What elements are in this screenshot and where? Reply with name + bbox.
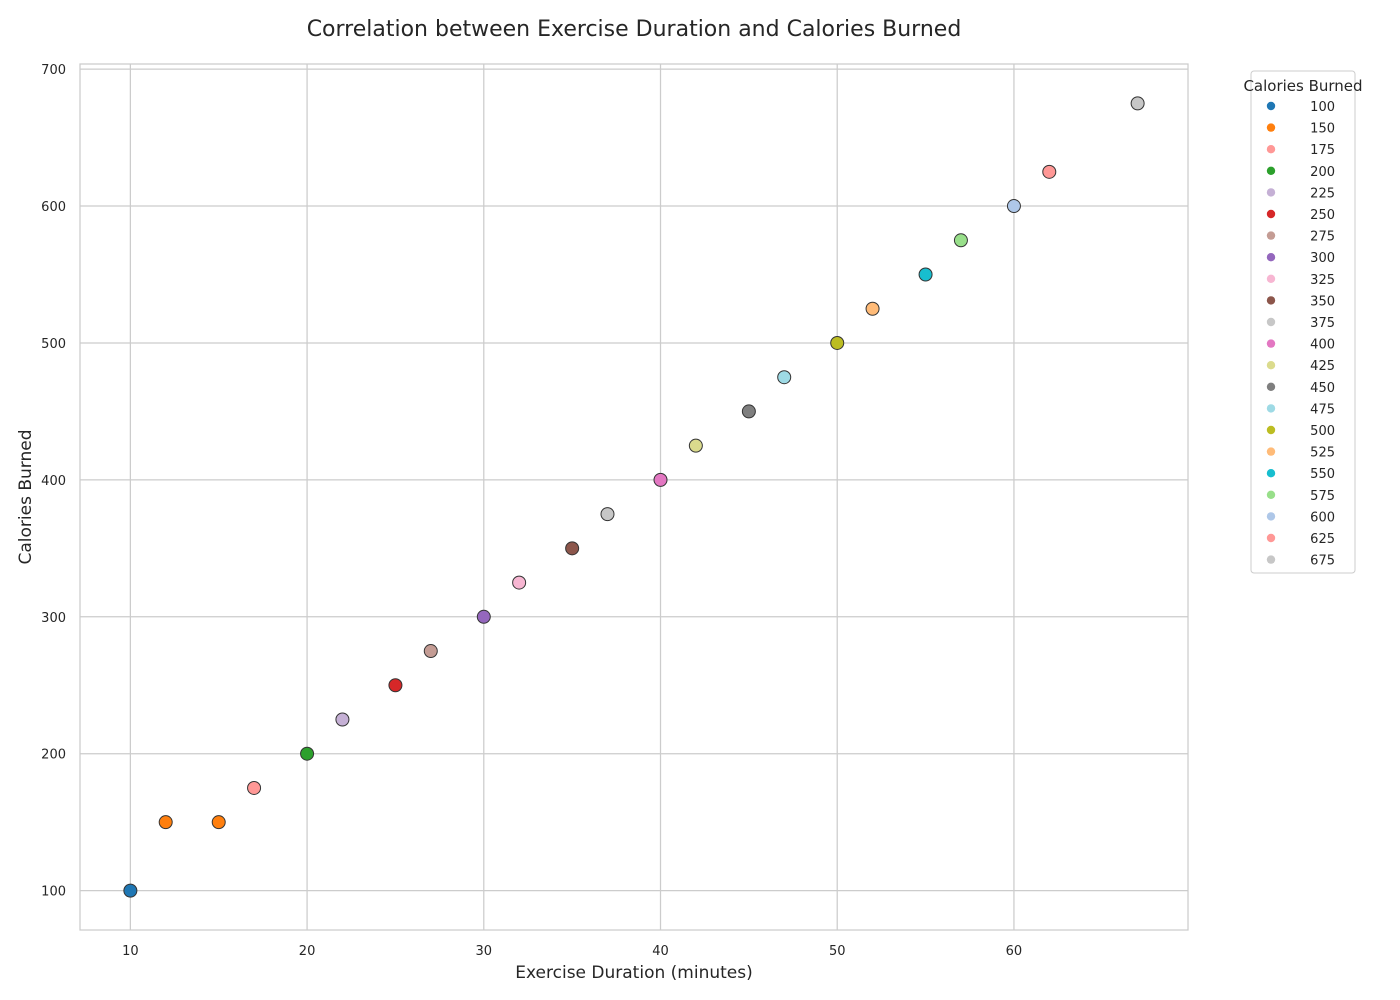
legend-label: 350: [1310, 294, 1335, 309]
legend-label: 475: [1310, 402, 1335, 417]
y-tick-label: 500: [41, 337, 66, 352]
x-tick-label: 50: [829, 944, 846, 959]
legend: Calories Burned 100 150 175 200 225 250 275 300…: [1243, 70, 1363, 574]
legend-marker: [1266, 490, 1276, 499]
legend-marker: [1266, 166, 1276, 175]
data-point: [512, 575, 527, 590]
y-tick-label: 700: [41, 63, 66, 78]
legend-label: 100: [1310, 100, 1335, 115]
legend-marker: [1266, 447, 1276, 456]
x-tick-label: 30: [476, 944, 493, 959]
data-point: [600, 507, 615, 522]
legend-marker: [1266, 123, 1276, 132]
legend-marker: [1266, 382, 1276, 391]
x-tick-label: 10: [122, 944, 139, 959]
legend-items: 100 150 175 200 225 250 275 300 325 350 375 400 425 4…: [1266, 100, 1335, 569]
data-point: [123, 883, 138, 898]
x-tick-labels: 10 20 30 40 50 60: [122, 944, 1022, 959]
data-point: [918, 267, 933, 282]
legend-marker: [1266, 209, 1276, 219]
data-point: [653, 472, 668, 487]
legend-marker: [1266, 317, 1276, 327]
data-point: [830, 335, 845, 350]
data-point: [565, 541, 580, 556]
x-tick-label: 60: [1006, 944, 1023, 959]
data-point: [865, 301, 880, 316]
legend-label: 375: [1310, 316, 1335, 331]
legend-label: 525: [1310, 446, 1335, 461]
legend-marker: [1266, 361, 1276, 370]
grid-lines: [80, 64, 1188, 930]
chart-title: Correlation between Exercise Duration an…: [307, 17, 962, 42]
data-point: [335, 712, 350, 727]
legend-label: 225: [1310, 186, 1335, 201]
data-point: [158, 815, 173, 830]
legend-label: 425: [1310, 359, 1335, 374]
legend-marker: [1266, 188, 1276, 197]
data-point: [777, 370, 792, 385]
legend-marker: [1266, 512, 1276, 521]
legend-marker: [1266, 145, 1276, 154]
y-tick-label: 400: [41, 474, 66, 489]
y-tick-label: 200: [41, 748, 66, 763]
legend-frame: [1250, 70, 1356, 574]
data-point: [1130, 96, 1145, 111]
legend-label: 575: [1310, 489, 1335, 504]
legend-label: 400: [1310, 338, 1335, 353]
y-tick-label: 300: [41, 611, 66, 626]
data-points: [123, 96, 1145, 898]
x-tick-label: 40: [652, 944, 669, 959]
x-tick-label: 20: [299, 944, 316, 959]
data-point: [688, 438, 703, 453]
y-tick-label: 100: [41, 885, 66, 900]
legend-label: 325: [1310, 273, 1335, 288]
data-point: [300, 746, 315, 761]
legend-marker: [1266, 425, 1276, 435]
legend-marker: [1266, 101, 1276, 111]
legend-marker: [1266, 469, 1276, 478]
y-axis-label: Calories Burned: [16, 430, 36, 565]
legend-marker: [1266, 231, 1276, 240]
data-point: [423, 644, 438, 659]
data-point: [247, 780, 262, 795]
legend-label: 675: [1310, 554, 1335, 569]
legend-marker: [1266, 253, 1276, 262]
legend-marker: [1266, 533, 1276, 543]
legend-label: 150: [1310, 122, 1335, 137]
legend-label: 275: [1310, 230, 1335, 245]
y-tick-label: 600: [41, 200, 66, 215]
data-point: [1042, 164, 1057, 179]
legend-label: 625: [1310, 532, 1335, 547]
legend-label: 550: [1310, 467, 1335, 482]
legend-label: 600: [1310, 510, 1335, 525]
legend-label: 175: [1310, 143, 1335, 158]
data-point: [953, 233, 968, 248]
y-tick-labels: 100 200 300 400 500 600 700: [41, 63, 66, 900]
legend-label: 500: [1310, 424, 1335, 439]
legend-label: 250: [1310, 208, 1335, 223]
data-point: [211, 815, 226, 830]
x-axis-label: Exercise Duration (minutes): [515, 963, 752, 983]
legend-marker: [1266, 296, 1276, 305]
legend-label: 450: [1310, 381, 1335, 396]
legend-marker: [1266, 274, 1276, 283]
legend-marker: [1266, 339, 1276, 348]
legend-marker: [1266, 404, 1276, 413]
legend-label: 200: [1310, 165, 1335, 180]
plot-area-frame: [79, 63, 1189, 931]
data-point: [388, 678, 403, 693]
data-point: [476, 609, 491, 624]
data-point: [1006, 199, 1021, 214]
legend-marker: [1266, 555, 1276, 564]
data-point: [741, 404, 756, 419]
legend-title: Calories Burned: [1243, 77, 1362, 95]
legend-label: 300: [1310, 251, 1335, 266]
